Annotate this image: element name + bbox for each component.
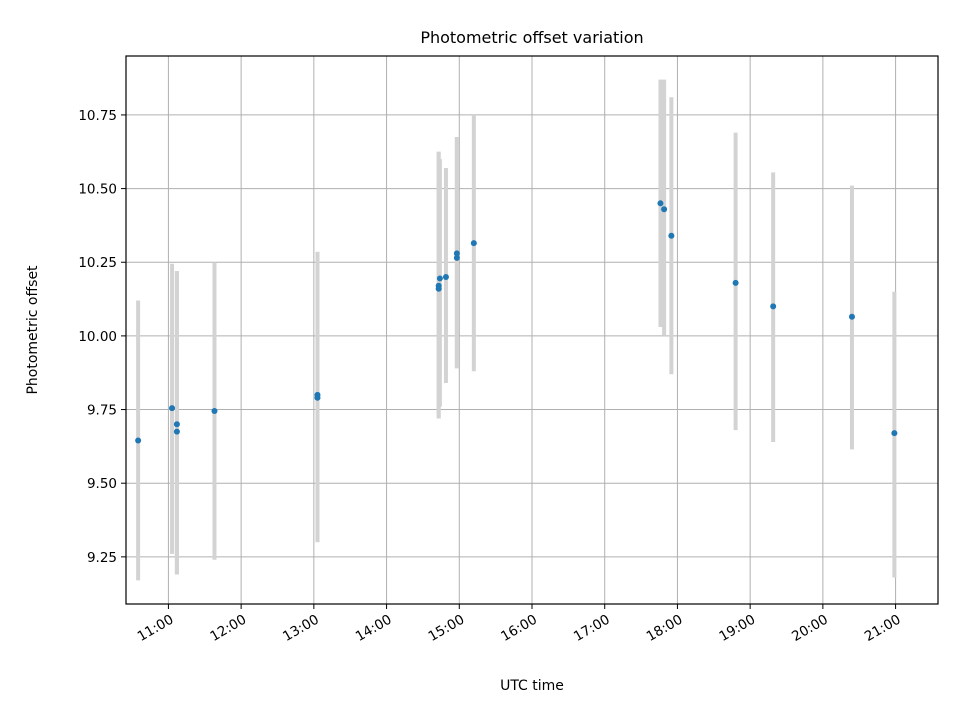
y-tick-label: 10.50 xyxy=(78,182,117,198)
data-point xyxy=(436,275,443,282)
data-point xyxy=(661,206,668,213)
data-point xyxy=(657,200,664,207)
y-tick-label: 9.25 xyxy=(87,550,117,566)
data-point xyxy=(135,437,142,444)
data-point xyxy=(470,240,477,247)
y-tick-label: 10.00 xyxy=(78,329,117,345)
data-points xyxy=(135,200,898,444)
data-point xyxy=(173,421,180,428)
chart-title: Photometric offset variation xyxy=(420,28,643,47)
data-point xyxy=(732,279,739,286)
data-point xyxy=(435,285,442,292)
data-point xyxy=(848,313,855,320)
y-tick-label: 10.75 xyxy=(78,108,117,124)
data-point xyxy=(453,254,460,261)
data-point xyxy=(314,394,321,401)
y-tick-label: 10.25 xyxy=(78,255,117,271)
y-axis-label: Photometric offset xyxy=(25,265,41,395)
data-point xyxy=(173,428,180,435)
data-point xyxy=(891,430,898,437)
data-point xyxy=(770,303,777,310)
y-tick-label: 9.75 xyxy=(87,403,117,419)
grid xyxy=(126,56,938,604)
data-point xyxy=(211,408,218,415)
y-tick-label: 9.50 xyxy=(87,476,117,492)
x-axis-label: UTC time xyxy=(500,678,564,694)
y-axis-ticks: 9.25 9.50 9.75 10.00 10.25 10.50 10.75 xyxy=(78,108,126,566)
data-point xyxy=(442,273,449,280)
data-point xyxy=(169,405,176,412)
data-point xyxy=(453,250,460,257)
data-point xyxy=(668,232,675,239)
